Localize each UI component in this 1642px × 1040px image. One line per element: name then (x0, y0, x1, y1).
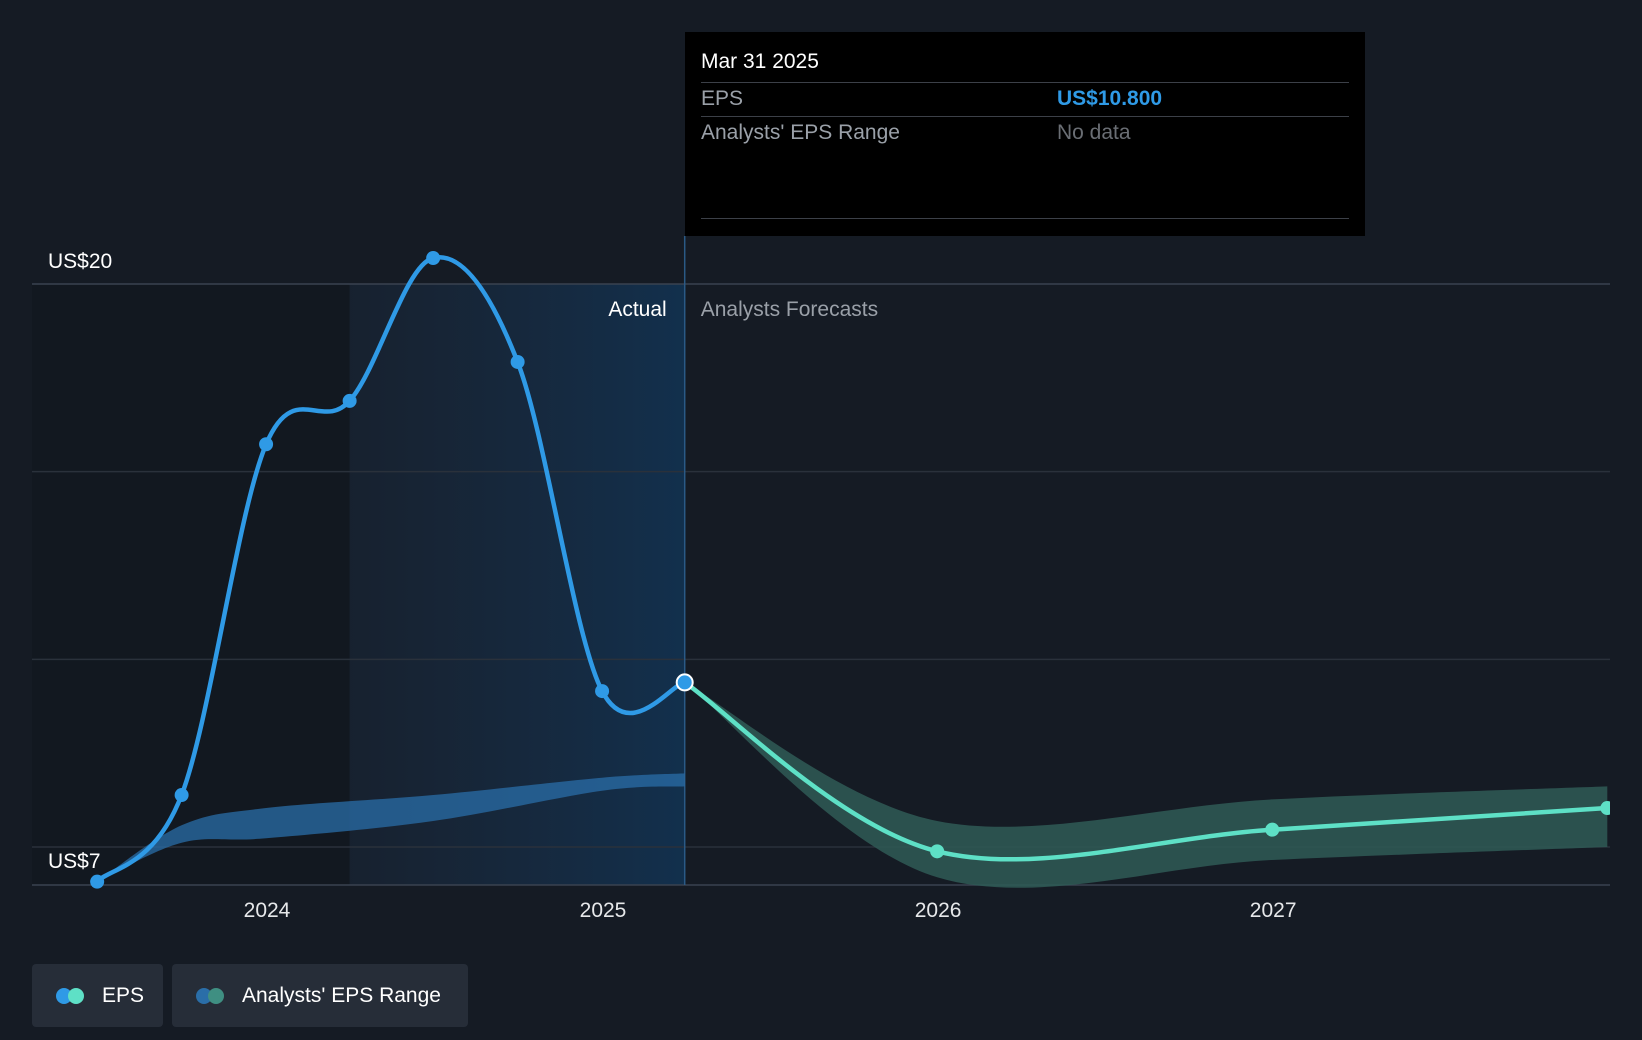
tooltip-divider (701, 116, 1349, 117)
y-axis-label-top: US$20 (48, 250, 112, 273)
eps-point-forecast (930, 844, 945, 859)
legend-range-label: Analysts' EPS Range (242, 983, 441, 1007)
chart-tooltip: Mar 31 2025 EPS US$10.800 Analysts' EPS … (685, 32, 1365, 236)
eps-point-actual (174, 788, 189, 803)
forecast-section-label: Analysts Forecasts (701, 298, 878, 321)
tooltip-range-label: Analysts' EPS Range (701, 121, 900, 144)
eps-line-forecast (682, 680, 1610, 862)
x-tick-label: 2026 (915, 899, 962, 922)
eps-point-actual (510, 354, 525, 369)
chart-labels: US$20 US$7 Actual Analysts Forecasts 2024 202… (48, 250, 1297, 922)
eps-point-actual (259, 437, 274, 452)
eps-point-actual (595, 684, 610, 699)
legend-eps[interactable]: EPS (32, 964, 163, 1027)
tooltip-eps-label: EPS (701, 87, 744, 110)
grid-lines (32, 284, 350, 885)
eps-point-actual (426, 251, 441, 266)
x-tick-label: 2024 (244, 899, 291, 922)
tooltip-range-value: No data (1057, 121, 1131, 144)
x-tick-label: 2027 (1250, 899, 1297, 922)
actual-region-left-panel (32, 284, 350, 885)
eps-point-actual (342, 393, 357, 408)
eps-points (90, 251, 1610, 889)
tooltip-date: Mar 31 2025 (701, 50, 819, 73)
legend-range-dot-forecast (208, 987, 224, 1004)
eps-range-bands (97, 682, 1608, 888)
eps-point-selected (675, 673, 694, 692)
eps-lines (94, 255, 1610, 884)
tooltip-divider (701, 82, 1349, 83)
tooltip-divider (701, 218, 1349, 219)
eps-range-band-forecast (684, 682, 1608, 888)
eps-range-band-actual (97, 773, 685, 882)
legend-eps-range[interactable]: Analysts' EPS Range (172, 964, 468, 1027)
eps-point-actual (90, 874, 105, 889)
legend-eps-swatch (56, 987, 86, 1004)
x-tick-label: 2025 (580, 899, 627, 922)
eps-point-forecast (1600, 801, 1610, 816)
legend-eps-label: EPS (102, 983, 145, 1007)
eps-point-forecast (1265, 822, 1280, 837)
tooltip-eps-value: US$10.800 (1057, 87, 1163, 110)
legend-range-swatch (196, 987, 226, 1004)
eps-line-actual (94, 255, 687, 884)
actual-section-label: Actual (608, 298, 666, 321)
y-axis-label-bottom: US$7 (48, 850, 101, 873)
legend-eps-dot-forecast (68, 987, 84, 1004)
